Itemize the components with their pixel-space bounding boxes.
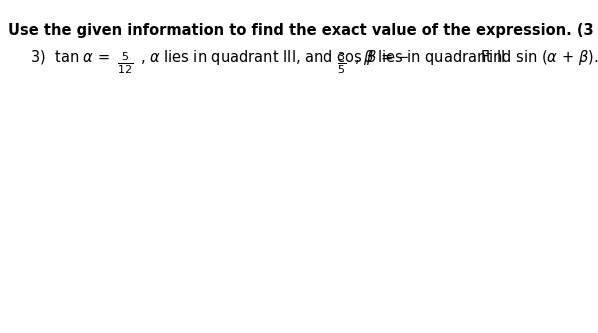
Text: Use the given information to find the exact value of the expression. (3 points): Use the given information to find the ex… [8,23,598,38]
Text: 3)  tan $\alpha$ =: 3) tan $\alpha$ = [30,48,111,66]
Text: $\frac{5}{12}$: $\frac{5}{12}$ [117,50,133,76]
Text: , $\alpha$ lies in quadrant III, and cos $\beta$ = $-$: , $\alpha$ lies in quadrant III, and cos… [140,48,410,67]
Text: , $\beta$ lies in quadrant II: , $\beta$ lies in quadrant II [354,48,505,67]
Text: Find sin ($\alpha$ + $\beta$).: Find sin ($\alpha$ + $\beta$). [480,48,598,67]
Text: $\frac{3}{5}$: $\frac{3}{5}$ [337,50,346,76]
